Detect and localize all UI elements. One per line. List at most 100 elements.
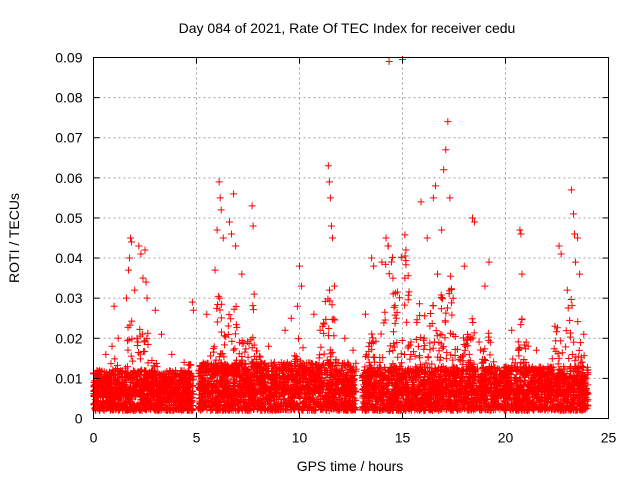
scatter-point [145,379,153,387]
scatter-point [152,360,160,368]
scatter-point [177,398,185,406]
scatter-point [164,406,172,414]
scatter-point [189,376,197,384]
scatter-point [175,387,183,395]
scatter-point [168,383,176,391]
scatter-point [106,406,114,414]
scatter-point [100,392,108,400]
scatter-point [206,352,214,360]
scatter-point [154,369,162,377]
scatter-point [139,394,147,402]
scatter-point [299,344,307,352]
scatter-point [118,390,126,398]
scatter-point [241,348,249,356]
scatter-point [120,385,128,393]
scatter-point [429,302,437,310]
scatter-point [517,321,525,329]
data-points [90,56,592,414]
scatter-point [140,400,148,408]
scatter-point [562,343,570,351]
scatter-point [141,337,149,345]
scatter-point [316,351,324,359]
scatter-point [122,398,130,406]
scatter-point [135,349,143,357]
scatter-point [189,387,197,395]
scatter-point [317,343,325,351]
scatter-point [108,396,116,404]
scatter-point [134,404,142,412]
chart-title: Day 084 of 2021, Rate Of TEC Index for r… [179,20,516,36]
scatter-point [169,378,177,386]
scatter-point [171,391,179,399]
scatter-point [106,378,114,386]
scatter-point [140,383,148,391]
scatter-point [128,335,136,343]
scatter-point [128,401,136,409]
scatter-point [148,396,156,404]
scatter-point [123,363,131,371]
scatter-point [385,348,393,356]
scatter-point [173,404,181,412]
scatter-point [162,387,170,395]
scatter-point [441,317,449,325]
scatter-point [136,350,144,358]
scatter-point [150,389,157,397]
scatter-point [140,338,148,346]
scatter-point [178,402,186,410]
scatter-point [213,318,221,326]
scatter-point [169,370,177,378]
scatter-point [566,333,574,341]
scatter-point [230,346,238,354]
scatter-point [154,406,162,414]
scatter-point [430,338,438,346]
scatter-point [575,346,583,354]
scatter-point [185,367,193,375]
scatter-point [397,359,405,367]
scatter-point [443,304,451,312]
scatter-point [330,315,338,323]
scatter-point [227,315,235,323]
scatter-point [555,354,563,362]
scatter-point [172,373,180,381]
scatter-point [136,325,144,333]
scatter-point [128,317,136,325]
scatter-point [140,390,148,398]
scatter-point [210,343,218,351]
scatter-point [99,375,107,383]
scatter-point [129,357,137,365]
scatter-point [132,393,140,401]
scatter-point [123,337,131,345]
scatter-point [295,335,303,343]
scatter-point [105,374,113,382]
scatter-point [401,231,409,239]
scatter-point [126,371,134,379]
scatter-point [115,396,123,404]
scatter-point [566,316,574,324]
scatter-point [141,347,149,355]
scatter-point [125,336,133,344]
scatter-point [439,295,447,303]
scatter-point [149,366,157,374]
scatter-point [100,403,108,411]
scatter-point [214,292,222,300]
scatter-point [320,350,328,358]
scatter-point [405,288,413,296]
scatter-point [144,329,152,337]
scatter-point [442,355,450,363]
scatter-point [170,370,178,378]
scatter-point [144,340,152,348]
scatter-point [134,338,142,346]
scatter-point [121,406,129,414]
scatter-point [515,352,523,360]
scatter-point [447,272,455,280]
scatter-point [159,397,167,405]
scatter-point [249,302,257,310]
scatter-point [250,306,258,314]
scatter-point [552,328,560,336]
scatter-point [167,406,175,414]
scatter-point [415,300,423,308]
scatter-point [231,345,239,353]
scatter-point [94,381,102,389]
scatter-point [136,332,144,340]
